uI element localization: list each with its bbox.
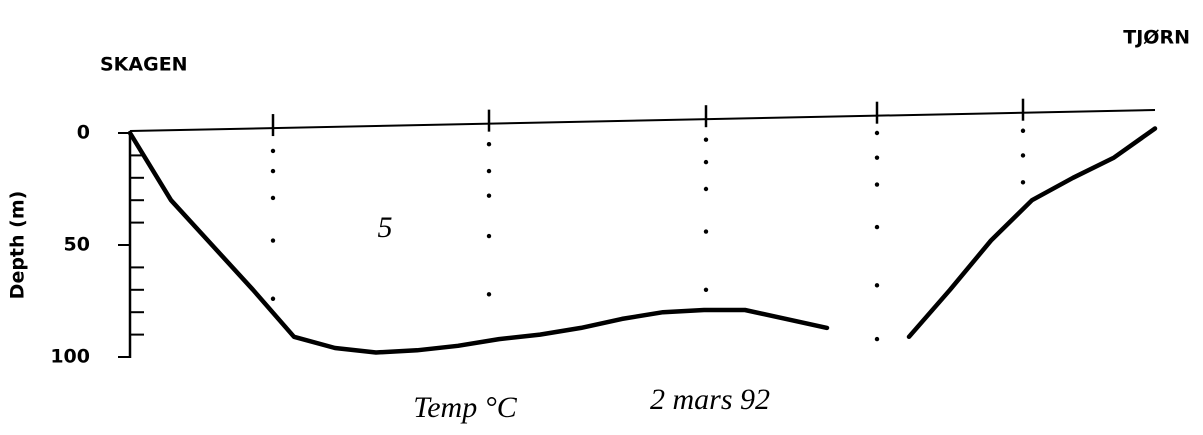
sample-point — [486, 292, 492, 297]
sample-point — [874, 336, 880, 342]
sample-point — [1020, 153, 1026, 158]
sample-point — [874, 283, 880, 288]
sample-point — [486, 233, 492, 239]
sample-point — [703, 287, 709, 292]
annotation: 5 — [378, 211, 393, 244]
sample-point — [874, 130, 880, 136]
right-label: TJØRN — [1123, 27, 1190, 49]
sample-point — [703, 229, 709, 234]
left-label: SKAGEN — [100, 54, 188, 76]
y-tick-label: 100 — [50, 346, 90, 368]
sea-surface — [129, 109, 1156, 132]
sample-point — [486, 142, 492, 147]
sample-point — [874, 224, 880, 230]
footer-right: 2 mars 92 — [650, 383, 770, 416]
sample-point — [486, 193, 492, 198]
sample-point — [703, 159, 709, 165]
sample-point — [1020, 128, 1026, 133]
sample-point — [874, 155, 880, 160]
sample-point — [1020, 180, 1026, 185]
sample-point — [270, 195, 276, 201]
sample-point — [270, 238, 276, 243]
sample-point — [270, 296, 276, 301]
y-tick-label: 50 — [64, 234, 90, 256]
y-tick-label: 0 — [77, 122, 90, 144]
y-axis-label: Depth (m) — [7, 191, 29, 300]
sample-point — [703, 137, 709, 142]
sample-point — [703, 186, 709, 192]
bottom-profile — [127, 126, 1158, 355]
sample-point — [486, 168, 492, 174]
sample-point — [270, 148, 276, 154]
sample-point — [874, 182, 880, 187]
sample-point — [270, 168, 276, 174]
footer-left: Temp °C — [413, 391, 517, 424]
